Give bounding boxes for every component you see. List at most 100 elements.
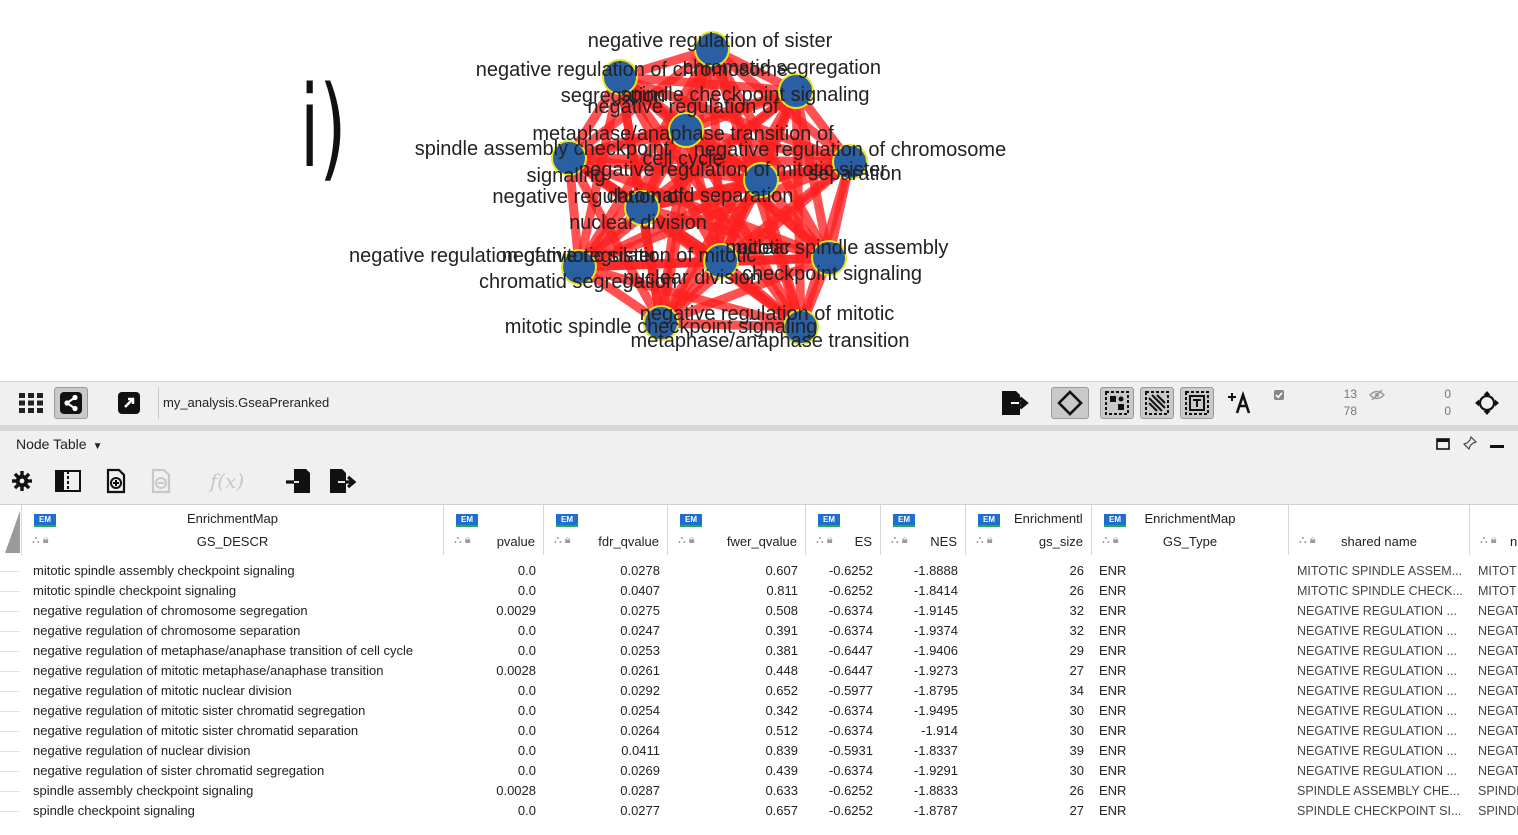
table-cell[interactable]: NEGAT <box>1478 644 1518 658</box>
table-cell[interactable]: ENR <box>1099 643 1127 658</box>
table-cell[interactable]: -1.8414 <box>913 583 958 598</box>
table-cell[interactable]: ENR <box>1099 563 1127 578</box>
table-cell[interactable]: 26 <box>1069 563 1084 578</box>
table-cell[interactable]: 0.512 <box>765 723 798 738</box>
table-cell[interactable]: mitotic spindle checkpoint signaling <box>33 583 237 598</box>
table-row[interactable]: negative regulation of sister chromatid … <box>0 761 1518 781</box>
row-header[interactable] <box>0 611 20 613</box>
table-cell[interactable]: ENR <box>1099 683 1127 698</box>
table-cell[interactable]: 30 <box>1069 723 1084 738</box>
table-cell[interactable]: NEGATIVE REGULATION ... <box>1297 764 1457 778</box>
network-edge[interactable] <box>681 125 855 167</box>
network-node[interactable] <box>694 31 730 67</box>
table-cell[interactable]: 0.0253 <box>620 643 660 658</box>
table-cell[interactable]: negative regulation of nuclear division <box>33 743 251 758</box>
table-row[interactable]: negative regulation of chromosome segreg… <box>0 601 1518 621</box>
table-cell[interactable]: -1.8787 <box>913 803 958 818</box>
table-cell[interactable]: negative regulation of mitotic sister ch… <box>33 703 366 718</box>
network-canvas[interactable]: i) negative regulation of sister chromati… <box>0 0 1518 381</box>
row-header[interactable] <box>0 631 20 633</box>
table-cell[interactable]: -0.5931 <box>828 743 873 758</box>
table-cell[interactable]: negative regulation of sister chromatid … <box>33 763 325 778</box>
table-cell[interactable]: -1.8337 <box>913 743 958 758</box>
table-cell[interactable]: 0.0 <box>517 703 536 718</box>
table-cell[interactable]: 0.0269 <box>620 763 660 778</box>
table-row[interactable]: mitotic spindle assembly checkpoint sign… <box>0 561 1518 581</box>
row-header[interactable] <box>0 651 20 653</box>
table-cell[interactable]: negative regulation of mitotic metaphase… <box>33 663 384 678</box>
table-cell[interactable]: -0.6252 <box>828 783 873 798</box>
table-row[interactable]: negative regulation of mitotic sister ch… <box>0 721 1518 741</box>
table-cell[interactable]: SPINDL <box>1478 784 1518 798</box>
node-shape-diamond-icon[interactable] <box>1051 387 1089 419</box>
table-cell[interactable]: NEGAT <box>1478 624 1518 638</box>
table-row[interactable]: negative regulation of mitotic metaphase… <box>0 661 1518 681</box>
table-cell[interactable]: NEGAT <box>1478 604 1518 618</box>
network-edge[interactable] <box>564 153 766 185</box>
table-cell[interactable]: 0.0 <box>517 683 536 698</box>
select-nodes-icon[interactable] <box>1100 387 1134 419</box>
create-column-icon[interactable] <box>100 466 132 496</box>
table-cell[interactable]: 0.0 <box>517 743 536 758</box>
table-cell[interactable]: 0.0407 <box>620 583 660 598</box>
table-cell[interactable]: 0.448 <box>765 663 798 678</box>
table-cell[interactable]: -1.9291 <box>913 763 958 778</box>
network-edge[interactable] <box>756 175 806 332</box>
fit-content-icon[interactable] <box>1470 387 1504 419</box>
table-row[interactable]: spindle assembly checkpoint signaling 0.0… <box>0 781 1518 801</box>
table-cell[interactable]: NEGAT <box>1478 704 1518 718</box>
row-header[interactable] <box>0 671 20 673</box>
column-header[interactable]: EM ⛬🔒︎ ES <box>806 505 881 555</box>
table-cell[interactable]: 0.0278 <box>620 563 660 578</box>
network-view-icon[interactable] <box>54 387 88 419</box>
table-cell[interactable]: 0.652 <box>765 683 798 698</box>
table-cell[interactable]: NEGATIVE REGULATION ... <box>1297 644 1457 658</box>
table-cell[interactable]: -1.9374 <box>913 623 958 638</box>
table-row[interactable]: negative regulation of metaphase/anaphas… <box>0 641 1518 661</box>
table-row[interactable]: spindle checkpoint signaling 0.0 0.0277 0.6… <box>0 801 1518 821</box>
table-cell[interactable]: 26 <box>1069 783 1084 798</box>
table-cell[interactable]: 0.0411 <box>621 743 660 758</box>
network-edge[interactable] <box>716 253 834 266</box>
table-cell[interactable]: ENR <box>1099 623 1127 638</box>
table-cell[interactable]: 0.0 <box>517 623 536 638</box>
table-cell[interactable]: ENR <box>1099 723 1127 738</box>
column-header[interactable]: EM ⛬🔒︎ NES <box>881 505 966 555</box>
table-cell[interactable]: 0.0 <box>517 803 536 818</box>
table-cell[interactable]: -1.9145 <box>913 603 958 618</box>
table-cell[interactable]: -1.8888 <box>913 563 958 578</box>
detach-view-icon[interactable] <box>112 387 146 419</box>
network-node[interactable] <box>551 140 587 176</box>
network-node[interactable] <box>743 162 779 198</box>
table-cell[interactable]: ENR <box>1099 743 1127 758</box>
network-edge[interactable] <box>637 203 834 263</box>
network-node[interactable] <box>783 309 819 345</box>
network-edge[interactable] <box>656 253 834 328</box>
table-cell[interactable]: -0.6252 <box>828 563 873 578</box>
table-selector[interactable]: Node Table ▼ <box>16 436 102 452</box>
network-node[interactable] <box>624 190 660 226</box>
table-cell[interactable]: mitotic spindle assembly checkpoint sign… <box>33 563 295 578</box>
table-row[interactable]: negative regulation of chromosome separa… <box>0 621 1518 641</box>
network-edge[interactable] <box>564 125 691 163</box>
table-cell[interactable]: 0.0 <box>517 723 536 738</box>
grid-view-icon[interactable] <box>14 387 48 419</box>
table-cell[interactable]: 32 <box>1069 603 1084 618</box>
table-cell[interactable]: 29 <box>1069 643 1084 658</box>
table-cell[interactable]: -0.5977 <box>828 683 873 698</box>
table-cell[interactable]: 26 <box>1069 583 1084 598</box>
network-node[interactable] <box>703 243 739 279</box>
table-cell[interactable]: NEGATIVE REGULATION ... <box>1297 704 1457 718</box>
table-cell[interactable]: SPINDLE ASSEMBLY CHE... <box>1297 784 1460 798</box>
table-cell[interactable]: -0.6374 <box>828 703 873 718</box>
table-cell[interactable]: ENR <box>1099 603 1127 618</box>
column-header[interactable]: EM ⛬🔒︎ Enrichmentl gs_size <box>966 505 1092 555</box>
export-table-icon[interactable] <box>326 466 358 496</box>
table-row[interactable]: mitotic spindle checkpoint signaling 0.0 0… <box>0 581 1518 601</box>
row-header[interactable] <box>0 711 20 713</box>
column-header[interactable]: EM ⛬🔒︎ EnrichmentMap GS_Type <box>1092 505 1289 555</box>
table-cell[interactable]: -0.6374 <box>828 763 873 778</box>
table-cell[interactable]: negative regulation of chromosome separa… <box>33 623 301 638</box>
table-cell[interactable]: -1.9273 <box>913 663 958 678</box>
select-edges-icon[interactable] <box>1140 387 1174 419</box>
